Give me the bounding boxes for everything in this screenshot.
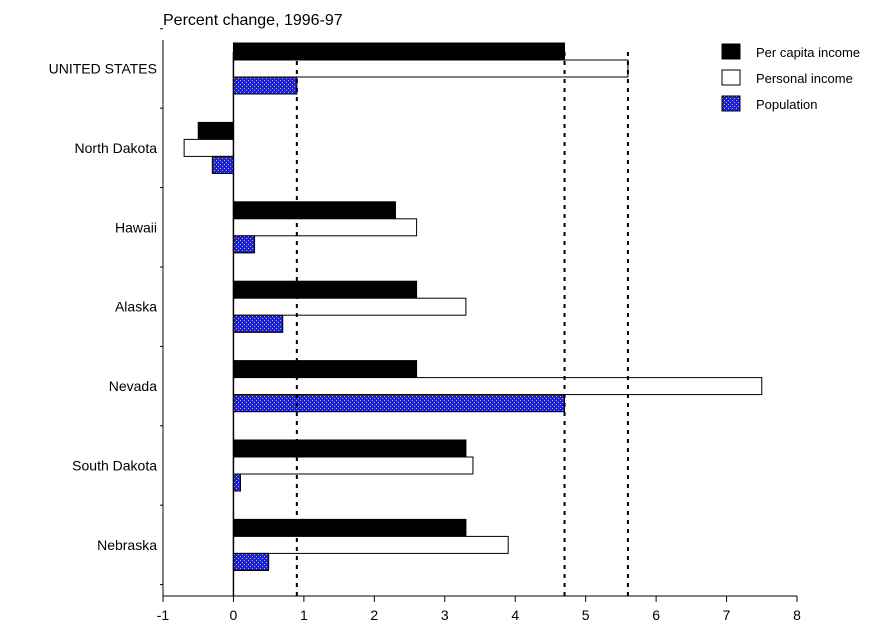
bar-per-capita-income-united-states [232, 42, 566, 61]
bar-per-capita-income-nevada [232, 360, 418, 379]
bar-personal-income-nevada [232, 377, 763, 396]
category-label: Nevada [109, 378, 157, 394]
bar-population-hawaii [232, 235, 256, 254]
bar-per-capita-income-alaska [232, 280, 418, 299]
plot-area: UNITED STATES North Dakota Hawaii Alaska Nev… [49, 28, 801, 623]
bar-population-nebraska [232, 552, 270, 571]
bar-population-nevada [232, 394, 566, 413]
bar-per-capita-income-south-dakota [232, 439, 467, 458]
bar-per-capita-income-north-dakota [197, 121, 234, 140]
bar-personal-income-hawaii [232, 218, 418, 237]
bar-per-capita-income-hawaii [232, 201, 396, 220]
category-label: Hawaii [115, 219, 157, 235]
bar-personal-income-nebraska [232, 535, 509, 554]
category-label: North Dakota [75, 140, 158, 156]
x-tick-label: 1 [300, 607, 308, 623]
legend-swatch [721, 95, 741, 112]
bar-population-south-dakota [232, 473, 241, 492]
x-tick-label: 3 [441, 607, 449, 623]
chart-title: Percent change, 1996-97 [163, 12, 343, 29]
legend: Per capita income Personal income Populati… [721, 43, 860, 112]
x-tick-label: 0 [230, 607, 238, 623]
category-label: South Dakota [72, 458, 157, 474]
bar-population-alaska [232, 314, 284, 333]
x-tick-label: -1 [157, 607, 170, 623]
bar-personal-income-south-dakota [232, 456, 474, 475]
x-tick-label: 2 [370, 607, 378, 623]
category-label: Alaska [115, 299, 157, 315]
bar-personal-income-united-states [232, 59, 629, 78]
bar-population-north-dakota [211, 155, 234, 174]
bar-per-capita-income-nebraska [232, 518, 467, 537]
legend-swatch [721, 69, 741, 86]
bar-population-united-states [232, 76, 298, 95]
x-tick-label: 7 [723, 607, 731, 623]
bar-personal-income-north-dakota [183, 138, 234, 157]
category-label: Nebraska [97, 537, 157, 553]
legend-label: Population [756, 97, 817, 112]
x-tick-label: 5 [582, 607, 590, 623]
category-label: UNITED STATES [49, 61, 157, 77]
x-tick-label: 4 [511, 607, 519, 623]
legend-swatch [721, 43, 741, 60]
x-tick-label: 6 [652, 607, 660, 623]
legend-label: Personal income [756, 71, 853, 86]
bar-personal-income-alaska [232, 297, 467, 316]
legend-label: Per capita income [756, 45, 860, 60]
x-tick-label: 8 [793, 607, 801, 623]
